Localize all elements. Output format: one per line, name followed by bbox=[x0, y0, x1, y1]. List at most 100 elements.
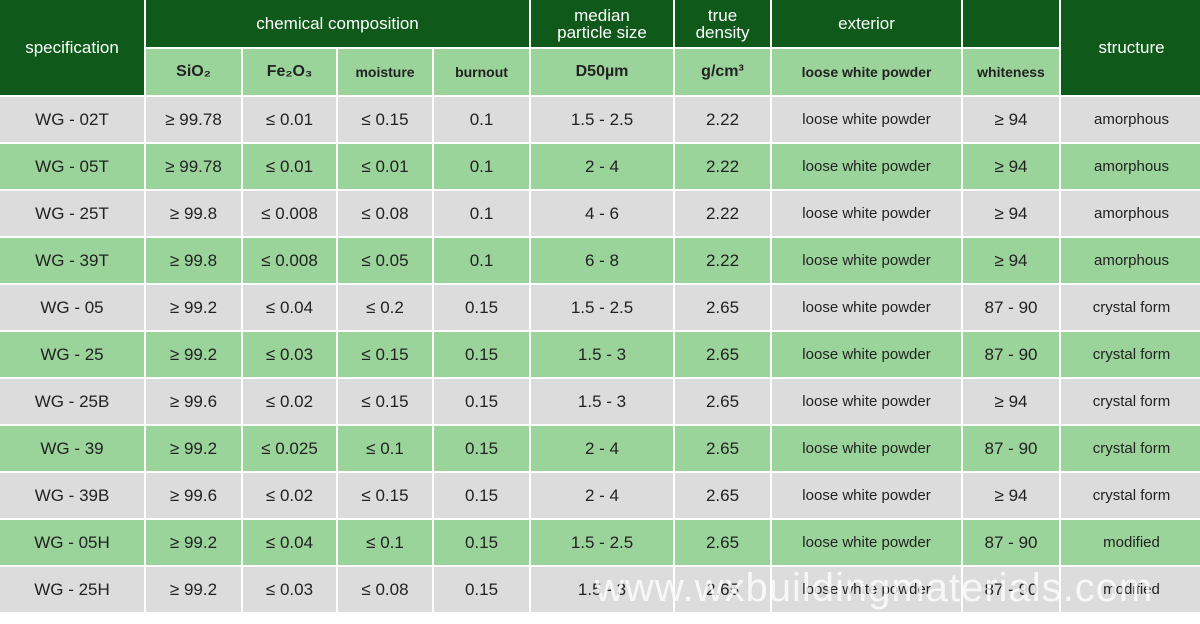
cell-moisture: ≤ 0.15 bbox=[338, 379, 432, 424]
subheader-burnout: burnout bbox=[434, 49, 530, 95]
cell-spec: WG - 39T bbox=[0, 238, 144, 283]
cell-structure: crystal form bbox=[1061, 473, 1200, 518]
header-median-particle-size-text: median particle size bbox=[557, 5, 647, 42]
cell-fe2o3: ≤ 0.008 bbox=[243, 238, 336, 283]
cell-burnout: 0.15 bbox=[434, 520, 530, 565]
cell-whiteness: ≥ 94 bbox=[963, 238, 1060, 283]
header-true-density-text: true density bbox=[695, 5, 750, 42]
cell-density: 2.22 bbox=[675, 238, 771, 283]
cell-burnout: 0.15 bbox=[434, 567, 530, 612]
subheader-sio2: SiO₂ bbox=[146, 49, 241, 95]
cell-d50: 1.5 - 3 bbox=[531, 379, 674, 424]
cell-whiteness: ≥ 94 bbox=[963, 379, 1060, 424]
cell-sio2: ≥ 99.8 bbox=[146, 191, 241, 236]
cell-burnout: 0.15 bbox=[434, 332, 530, 377]
cell-exterior: loose white powder bbox=[772, 379, 962, 424]
cell-burnout: 0.15 bbox=[434, 473, 530, 518]
table-row: WG - 39B ≥ 99.6 ≤ 0.02 ≤ 0.15 0.15 2 - 4… bbox=[0, 473, 1200, 518]
cell-spec: WG - 05 bbox=[0, 285, 144, 330]
cell-whiteness: ≥ 94 bbox=[963, 97, 1060, 142]
cell-density: 2.65 bbox=[675, 285, 771, 330]
cell-d50: 2 - 4 bbox=[531, 144, 674, 189]
cell-spec: WG - 25H bbox=[0, 567, 144, 612]
cell-burnout: 0.15 bbox=[434, 426, 530, 471]
cell-exterior: loose white powder bbox=[772, 426, 962, 471]
header-median-particle-size: median particle size bbox=[531, 0, 674, 47]
table-row: WG - 25H ≥ 99.2 ≤ 0.03 ≤ 0.08 0.15 1.5 -… bbox=[0, 567, 1200, 612]
header-whiteness-blank bbox=[963, 0, 1060, 47]
cell-fe2o3: ≤ 0.04 bbox=[243, 520, 336, 565]
cell-fe2o3: ≤ 0.01 bbox=[243, 97, 336, 142]
cell-sio2: ≥ 99.2 bbox=[146, 567, 241, 612]
cell-sio2: ≥ 99.2 bbox=[146, 520, 241, 565]
cell-spec: WG - 25 bbox=[0, 332, 144, 377]
cell-density: 2.65 bbox=[675, 379, 771, 424]
table-row: WG - 39T ≥ 99.8 ≤ 0.008 ≤ 0.05 0.1 6 - 8… bbox=[0, 238, 1200, 283]
subheader-d50: D50µm bbox=[531, 49, 674, 95]
table-row: WG - 25T ≥ 99.8 ≤ 0.008 ≤ 0.08 0.1 4 - 6… bbox=[0, 191, 1200, 236]
cell-density: 2.65 bbox=[675, 426, 771, 471]
cell-moisture: ≤ 0.15 bbox=[338, 473, 432, 518]
watermark: www.wxbuildingmaterials.com bbox=[595, 566, 1154, 610]
cell-density: 2.22 bbox=[675, 144, 771, 189]
cell-spec: WG - 25T bbox=[0, 191, 144, 236]
cell-exterior: loose white powder bbox=[772, 520, 962, 565]
cell-spec: WG - 05T bbox=[0, 144, 144, 189]
header-structure: structure bbox=[1061, 0, 1200, 95]
subheader-exterior: loose white powder bbox=[772, 49, 962, 95]
cell-structure: crystal form bbox=[1061, 332, 1200, 377]
cell-d50: 1.5 - 3 bbox=[531, 567, 674, 612]
cell-fe2o3: ≤ 0.02 bbox=[243, 473, 336, 518]
table-body: WG - 02T ≥ 99.78 ≤ 0.01 ≤ 0.15 0.1 1.5 -… bbox=[0, 97, 1200, 612]
cell-moisture: ≤ 0.1 bbox=[338, 520, 432, 565]
cell-density: 2.65 bbox=[675, 567, 771, 612]
subheader-moisture: moisture bbox=[338, 49, 432, 95]
subheader-fe2o3: Fe₂O₃ bbox=[243, 49, 336, 95]
cell-structure: amorphous bbox=[1061, 238, 1200, 283]
cell-exterior: loose white powder bbox=[772, 567, 962, 612]
cell-d50: 1.5 - 2.5 bbox=[531, 285, 674, 330]
cell-d50: 2 - 4 bbox=[531, 473, 674, 518]
cell-whiteness: 87 - 90 bbox=[963, 520, 1060, 565]
cell-exterior: loose white powder bbox=[772, 473, 962, 518]
subheader-whiteness: whiteness bbox=[963, 49, 1060, 95]
cell-structure: modified bbox=[1061, 520, 1200, 565]
cell-burnout: 0.15 bbox=[434, 285, 530, 330]
cell-density: 2.65 bbox=[675, 473, 771, 518]
cell-moisture: ≤ 0.2 bbox=[338, 285, 432, 330]
header-chemical-composition: chemical composition bbox=[146, 0, 530, 47]
table-row: WG - 02T ≥ 99.78 ≤ 0.01 ≤ 0.15 0.1 1.5 -… bbox=[0, 97, 1200, 142]
cell-sio2: ≥ 99.8 bbox=[146, 238, 241, 283]
cell-d50: 2 - 4 bbox=[531, 426, 674, 471]
cell-exterior: loose white powder bbox=[772, 285, 962, 330]
cell-density: 2.22 bbox=[675, 97, 771, 142]
cell-burnout: 0.1 bbox=[434, 191, 530, 236]
cell-moisture: ≤ 0.15 bbox=[338, 97, 432, 142]
cell-fe2o3: ≤ 0.01 bbox=[243, 144, 336, 189]
cell-structure: amorphous bbox=[1061, 97, 1200, 142]
cell-moisture: ≤ 0.08 bbox=[338, 191, 432, 236]
cell-d50: 1.5 - 3 bbox=[531, 332, 674, 377]
header-exterior: exterior bbox=[772, 0, 962, 47]
cell-density: 2.65 bbox=[675, 332, 771, 377]
cell-sio2: ≥ 99.78 bbox=[146, 97, 241, 142]
subheader-density-unit: g/cm³ bbox=[675, 49, 771, 95]
cell-structure: amorphous bbox=[1061, 191, 1200, 236]
cell-spec: WG - 25B bbox=[0, 379, 144, 424]
cell-whiteness: ≥ 94 bbox=[963, 144, 1060, 189]
cell-spec: WG - 39 bbox=[0, 426, 144, 471]
cell-exterior: loose white powder bbox=[772, 144, 962, 189]
cell-d50: 1.5 - 2.5 bbox=[531, 520, 674, 565]
cell-sio2: ≥ 99.2 bbox=[146, 332, 241, 377]
cell-spec: WG - 39B bbox=[0, 473, 144, 518]
cell-exterior: loose white powder bbox=[772, 238, 962, 283]
cell-moisture: ≤ 0.01 bbox=[338, 144, 432, 189]
cell-moisture: ≤ 0.05 bbox=[338, 238, 432, 283]
cell-fe2o3: ≤ 0.025 bbox=[243, 426, 336, 471]
header-true-density: true density bbox=[675, 0, 771, 47]
cell-density: 2.22 bbox=[675, 191, 771, 236]
cell-exterior: loose white powder bbox=[772, 191, 962, 236]
cell-whiteness: 87 - 90 bbox=[963, 567, 1060, 612]
cell-moisture: ≤ 0.15 bbox=[338, 332, 432, 377]
